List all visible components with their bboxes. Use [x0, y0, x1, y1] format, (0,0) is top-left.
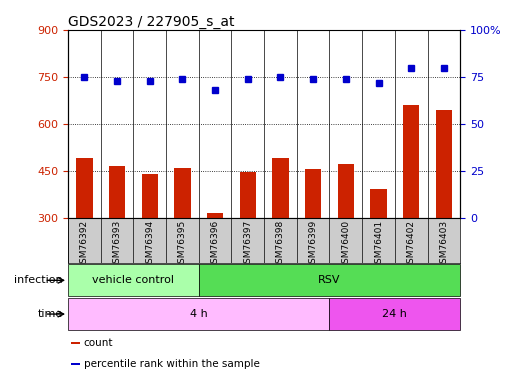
Text: GSM76395: GSM76395 — [178, 220, 187, 269]
Text: GDS2023 / 227905_s_at: GDS2023 / 227905_s_at — [68, 15, 234, 29]
Bar — [240, 172, 256, 217]
Bar — [338, 164, 354, 218]
Bar — [199, 264, 460, 296]
Text: GSM76402: GSM76402 — [407, 220, 416, 269]
Bar — [68, 298, 329, 330]
Text: infection: infection — [14, 275, 63, 285]
Bar — [305, 169, 321, 217]
Text: GSM76400: GSM76400 — [342, 220, 350, 269]
Bar — [370, 189, 386, 217]
Text: vehicle control: vehicle control — [93, 275, 174, 285]
Text: 4 h: 4 h — [190, 309, 208, 319]
Text: GSM76397: GSM76397 — [243, 220, 252, 269]
Bar — [329, 298, 460, 330]
Bar — [207, 213, 223, 217]
Bar — [71, 342, 80, 344]
Text: GSM76401: GSM76401 — [374, 220, 383, 269]
Bar — [71, 363, 80, 364]
Bar — [109, 166, 125, 218]
Text: 24 h: 24 h — [382, 309, 407, 319]
Text: GSM76403: GSM76403 — [439, 220, 448, 269]
Bar — [403, 105, 419, 218]
Text: GSM76394: GSM76394 — [145, 220, 154, 269]
Text: time: time — [38, 309, 63, 319]
Bar — [76, 158, 93, 218]
Text: count: count — [84, 338, 113, 348]
Text: GSM76398: GSM76398 — [276, 220, 285, 269]
Text: GSM76396: GSM76396 — [211, 220, 220, 269]
Text: GSM76393: GSM76393 — [112, 220, 121, 269]
Text: RSV: RSV — [318, 275, 341, 285]
Bar — [174, 168, 190, 217]
Bar — [68, 264, 199, 296]
Text: GSM76399: GSM76399 — [309, 220, 317, 269]
Bar — [142, 174, 158, 217]
Bar — [436, 110, 452, 218]
Text: percentile rank within the sample: percentile rank within the sample — [84, 359, 259, 369]
Bar — [272, 158, 289, 218]
Text: GSM76392: GSM76392 — [80, 220, 89, 269]
